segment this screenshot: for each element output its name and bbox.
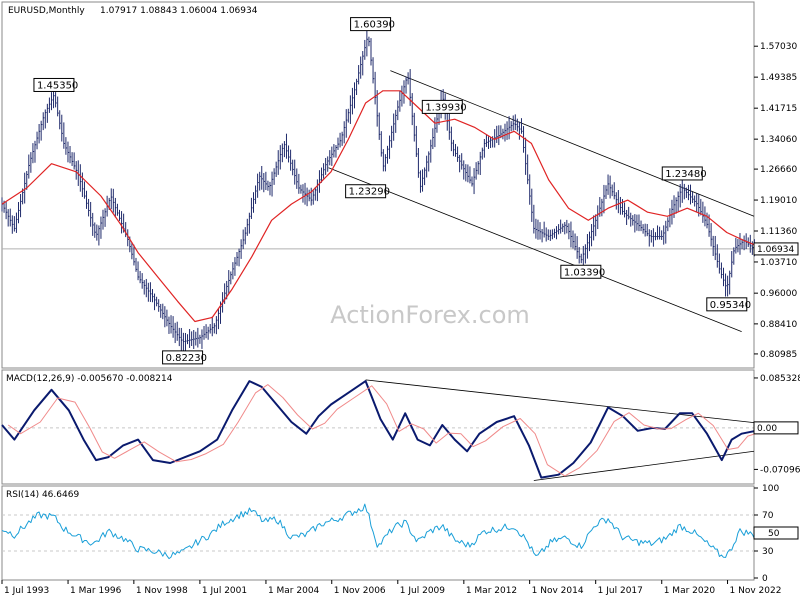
rsi-current-box	[753, 526, 799, 540]
price-tick-label: 1.11360	[760, 227, 797, 237]
price-annotation-label: 0.82230	[166, 353, 207, 364]
price-annotation-box	[350, 17, 392, 32]
rsi-panel-frame	[1, 485, 755, 581]
rsi-tick-label: 70	[762, 511, 774, 521]
macd-tick-label: 0.085328	[760, 374, 800, 384]
rsi-tick-label: 30	[762, 547, 774, 557]
price-tick-label: 1.34060	[760, 135, 797, 145]
price-annotation-box	[560, 264, 602, 279]
price-tick-label: 0.96000	[760, 289, 797, 299]
price-tick-label: 0.88410	[760, 320, 797, 330]
x-tick-label: 1 Mar 2020	[664, 586, 716, 596]
rsi-line	[1, 503, 755, 560]
series-layer	[1, 30, 761, 560]
axis-layer: 1.57030 1.49385 1.41715 1.34060 1.26660 1.190…	[1, 42, 800, 596]
x-tick-label: 1 Mar 2004	[268, 586, 320, 596]
macd-current-box	[753, 421, 799, 435]
x-tick-label: 1 Nov 2006	[334, 586, 386, 596]
price-tick-label: 1.03710	[760, 258, 797, 268]
grid-layer	[2, 248, 754, 552]
macd-header: MACD(12,26,9) -0.005670 -0.008214	[6, 374, 173, 384]
watermark: ActionForex.com	[330, 301, 530, 329]
price-annotation-box	[421, 99, 463, 114]
x-tick-label: 1 Jul 2017	[598, 586, 643, 596]
price-trendline	[390, 70, 755, 217]
rsi-tick-label: 100	[762, 484, 779, 494]
symbol-header: EURUSD,Monthly	[8, 6, 85, 16]
price-annotation-label: 1.23290	[349, 187, 390, 198]
price-annotation-box	[706, 297, 748, 312]
price-annotation-box	[345, 184, 387, 199]
price-annotation-label: 0.95340	[710, 300, 751, 311]
price-annotation-label: 1.23480	[665, 169, 706, 180]
x-tick-label: 1 Jul 1993	[4, 586, 49, 596]
rsi-current-label: 50	[768, 529, 780, 539]
rsi-header: RSI(14) 46.6469	[6, 490, 79, 500]
price-tick-label: 1.19010	[760, 196, 797, 206]
x-tick-label: 1 Nov 1998	[136, 586, 188, 596]
macd-tick-label: -0.070967	[760, 465, 800, 475]
price-annotation-box	[33, 77, 75, 92]
price-tick-label: 1.49385	[760, 73, 797, 83]
price-annotation-label: 1.39930	[425, 102, 466, 113]
price-trendline	[328, 167, 742, 332]
price-tick-label: 0.80985	[760, 350, 797, 360]
macd-line	[1, 380, 755, 479]
price-annotation-box	[162, 350, 204, 365]
x-tick-label: 1 Jul 2009	[400, 586, 445, 596]
price-annotation-label: 1.60390	[354, 20, 395, 31]
macd-signal-line	[7, 384, 761, 477]
x-tick-label: 1 Jul 2001	[202, 586, 247, 596]
macd-trendline	[533, 450, 755, 481]
price-tick-label: 1.41715	[760, 104, 797, 114]
current-price-label: 1.06934	[757, 245, 794, 255]
moving-average-line	[1, 90, 755, 323]
annotation-layer: 1.60390 1.45350 1.39930 1.23290 1.23480 1.033…	[33, 17, 751, 365]
x-tick-label: 1 Mar 1996	[70, 586, 122, 596]
x-tick-label: 1 Nov 2022	[730, 586, 782, 596]
trendline-layer	[328, 70, 755, 481]
price-tick-label: 1.57030	[760, 42, 797, 52]
x-tick-label: 1 Mar 2012	[466, 586, 517, 596]
ohlc-header: 1.07917 1.08843 1.06004 1.06934	[100, 6, 258, 16]
x-tick-label: 1 Nov 2014	[532, 586, 584, 596]
price-tick-label: 1.26660	[760, 165, 797, 175]
price-annotation-label: 1.45350	[37, 80, 78, 91]
current-price-box	[753, 242, 799, 256]
macd-panel-frame	[1, 369, 755, 485]
macd-current-label: 0.00	[757, 424, 777, 434]
rsi-tick-label: 0	[762, 574, 768, 584]
macd-trendline	[365, 379, 755, 424]
price-annotation-box	[661, 166, 703, 181]
price-annotation-label: 1.03390	[564, 267, 605, 278]
